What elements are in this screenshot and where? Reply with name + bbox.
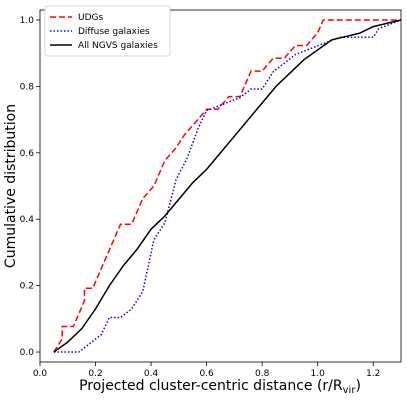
y-tick-label-0: 0.0 [20, 348, 35, 358]
series-line-2 [53, 19, 402, 353]
x-axis: 0.0 0.2 0.4 0.6 0.8 1.0 1.2 [33, 362, 380, 379]
x-tick-label-1: 0.2 [88, 369, 102, 379]
y-tick-label-1: 0.2 [20, 282, 34, 292]
x-tick-label-6: 1.2 [366, 369, 380, 379]
x-tick-label-0: 0.0 [33, 369, 48, 379]
y-tick-label-4: 0.8 [20, 82, 35, 92]
legend-box [44, 5, 171, 57]
plot-area [40, 10, 401, 362]
legend: UDGs Diffuse galaxies All NGVS galaxies [44, 5, 171, 57]
x-axis-title: Projected cluster-centric distance (r/Rv… [79, 378, 361, 396]
legend-label-0: UDGs [78, 13, 103, 23]
x-axis-title-sub: vir [343, 385, 357, 396]
plot-frame [39, 9, 402, 363]
y-axis-title: Cumulative distribution [3, 104, 19, 268]
series-line-0 [53, 19, 401, 353]
x-tick-label-3: 0.6 [199, 369, 214, 379]
legend-label-1: Diffuse galaxies [78, 27, 150, 37]
legend-label-2: All NGVS galaxies [78, 41, 158, 51]
y-tick-label-5: 1.0 [20, 16, 35, 26]
y-tick-label-2: 0.4 [20, 215, 35, 225]
x-axis-title-close: ) [355, 378, 360, 394]
legend-items: UDGs Diffuse galaxies All NGVS galaxies [50, 13, 158, 51]
y-tick-label-3: 0.6 [20, 149, 35, 159]
series-layer [53, 19, 402, 353]
x-axis-title-main: Projected cluster-centric distance (r/R [79, 378, 343, 394]
x-tick-label-5: 1.0 [311, 369, 326, 379]
y-axis: 0.0 0.2 0.4 0.6 0.8 1.0 [20, 16, 40, 358]
x-tick-label-4: 0.8 [255, 369, 270, 379]
x-tick-label-2: 0.4 [144, 369, 159, 379]
